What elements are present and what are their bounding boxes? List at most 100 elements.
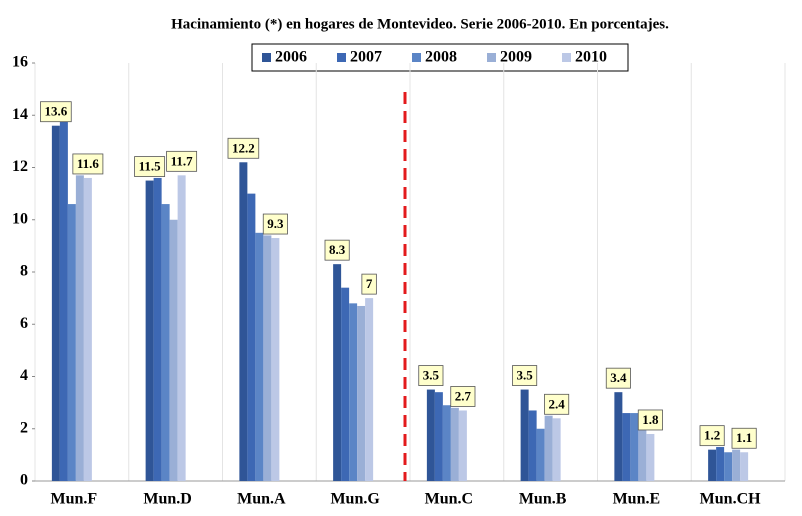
legend-swatch bbox=[412, 53, 421, 62]
bar bbox=[271, 238, 280, 481]
data-label-box bbox=[166, 150, 198, 172]
data-label: 11.7 bbox=[171, 153, 194, 168]
data-label: 1.8 bbox=[642, 412, 659, 427]
x-tick-label: Mun.CH bbox=[700, 491, 761, 508]
y-tick-label: 12 bbox=[12, 158, 28, 175]
y-tick-label: 2 bbox=[20, 419, 28, 436]
bar bbox=[51, 125, 60, 481]
legend-label: 2007 bbox=[350, 49, 382, 66]
data-label: 3.5 bbox=[517, 368, 534, 383]
data-label-box bbox=[699, 425, 725, 447]
bar bbox=[520, 389, 529, 481]
legend-label: 2009 bbox=[500, 49, 532, 66]
bar bbox=[544, 415, 553, 481]
data-label-box bbox=[637, 409, 663, 431]
bar bbox=[638, 428, 647, 481]
bar bbox=[239, 162, 248, 481]
chart-title: Hacinamiento (*) en hogares de Montevide… bbox=[171, 16, 669, 32]
bar bbox=[247, 193, 256, 481]
x-tick-label: Mun.A bbox=[237, 491, 286, 508]
bar bbox=[83, 177, 92, 481]
data-label-box bbox=[512, 365, 538, 386]
legend-swatch bbox=[487, 53, 496, 62]
data-label: 11.5 bbox=[139, 159, 162, 174]
data-label-box bbox=[450, 386, 476, 407]
bar bbox=[528, 410, 537, 481]
y-tick-label: 14 bbox=[12, 106, 28, 123]
bar bbox=[333, 264, 342, 481]
legend-swatch bbox=[337, 53, 346, 62]
data-label-box bbox=[40, 101, 72, 123]
data-label-box bbox=[227, 137, 260, 159]
bar bbox=[349, 303, 358, 481]
bar bbox=[153, 177, 162, 481]
bar bbox=[646, 433, 655, 481]
data-label: 9.3 bbox=[267, 216, 284, 231]
y-tick-label: 0 bbox=[20, 472, 28, 489]
data-label: 8.3 bbox=[329, 242, 346, 257]
data-label: 1.1 bbox=[736, 430, 752, 445]
bar bbox=[169, 219, 178, 481]
bar bbox=[255, 232, 264, 481]
bar bbox=[724, 452, 733, 481]
bar bbox=[75, 175, 84, 481]
data-label: 11.6 bbox=[77, 156, 100, 171]
legend-label: 2008 bbox=[425, 49, 457, 66]
x-tick-label: Mun.G bbox=[330, 491, 380, 508]
bar bbox=[426, 389, 435, 481]
data-label: 3.4 bbox=[610, 370, 627, 385]
x-tick-label: Mun.D bbox=[143, 491, 191, 508]
y-tick-label: 4 bbox=[20, 367, 28, 384]
x-tick-label: Mun.F bbox=[51, 491, 98, 508]
bar bbox=[177, 175, 186, 481]
data-label: 12.2 bbox=[232, 140, 255, 155]
data-label-box bbox=[544, 393, 570, 415]
bar bbox=[434, 392, 443, 481]
bar bbox=[708, 449, 717, 481]
bar bbox=[622, 413, 631, 481]
bar bbox=[732, 449, 741, 481]
bar bbox=[740, 452, 749, 481]
bar bbox=[442, 405, 451, 481]
bar bbox=[716, 447, 725, 481]
bar bbox=[552, 418, 561, 481]
data-label-box bbox=[605, 367, 631, 389]
x-tick-label: Mun.E bbox=[613, 491, 661, 508]
data-label-box bbox=[731, 427, 757, 449]
bar bbox=[614, 392, 623, 481]
y-tick-label: 6 bbox=[20, 315, 28, 332]
bar bbox=[365, 298, 374, 481]
data-label: 1.2 bbox=[704, 428, 720, 443]
bar bbox=[263, 235, 272, 481]
data-label-box bbox=[324, 239, 350, 261]
data-label-box bbox=[361, 273, 377, 295]
legend-label: 2006 bbox=[275, 49, 307, 66]
bar bbox=[357, 305, 366, 481]
bar bbox=[536, 428, 545, 481]
data-label-box bbox=[72, 153, 104, 175]
legend-swatch bbox=[562, 53, 571, 62]
bar bbox=[630, 413, 639, 481]
data-label-box bbox=[262, 213, 288, 235]
legend-swatch bbox=[262, 53, 271, 62]
y-tick-label: 16 bbox=[12, 54, 28, 71]
data-label: 2.4 bbox=[549, 396, 566, 411]
bar bbox=[161, 204, 170, 481]
bar bbox=[59, 120, 68, 481]
x-tick-label: Mun.B bbox=[519, 491, 567, 508]
y-tick-label: 10 bbox=[12, 210, 28, 227]
data-label: 2.7 bbox=[455, 388, 472, 403]
data-label-box bbox=[134, 156, 166, 177]
bar bbox=[341, 287, 350, 481]
y-tick-label: 8 bbox=[20, 263, 28, 280]
data-label-box bbox=[418, 365, 444, 386]
x-tick-label: Mun.C bbox=[425, 491, 473, 508]
bar bbox=[458, 410, 467, 481]
bar bbox=[145, 180, 154, 481]
bar bbox=[450, 407, 459, 481]
legend-label: 2010 bbox=[575, 49, 607, 66]
data-label: 3.5 bbox=[423, 368, 440, 383]
data-label: 7 bbox=[366, 276, 373, 291]
data-label: 13.6 bbox=[45, 104, 68, 119]
